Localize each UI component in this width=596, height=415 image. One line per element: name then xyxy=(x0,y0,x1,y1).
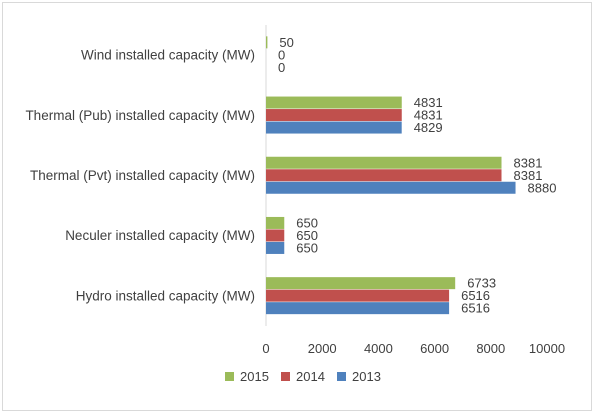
data-label: 4829 xyxy=(414,120,443,135)
legend-label: 2015 xyxy=(240,369,269,384)
x-tick-label: 2000 xyxy=(308,341,337,356)
data-label: 4831 xyxy=(414,108,443,123)
category-labels: Wind installed capacity (MW) Thermal (Pub… xyxy=(25,48,255,304)
bar-2014 xyxy=(266,169,502,182)
category-label: Neculer installed capacity (MW) xyxy=(65,228,255,243)
data-labels: 5000483148314829838183818880650650650673… xyxy=(278,35,556,316)
x-tick-labels: 0 2000 4000 6000 8000 10000 xyxy=(262,341,565,356)
bar-2015 xyxy=(266,96,402,109)
bars xyxy=(266,36,516,315)
category-label: Wind installed capacity (MW) xyxy=(81,48,255,63)
data-label: 0 xyxy=(278,47,285,62)
data-label: 6733 xyxy=(467,276,496,291)
x-tick-label: 8000 xyxy=(476,341,505,356)
bar-2013 xyxy=(266,181,516,194)
legend-swatch-2015 xyxy=(225,372,234,381)
data-label: 650 xyxy=(296,228,318,243)
data-label: 650 xyxy=(296,240,318,255)
data-label: 6516 xyxy=(461,301,490,316)
data-label: 650 xyxy=(296,215,318,230)
bar-chart: Wind installed capacity (MW) Thermal (Pub… xyxy=(25,25,565,384)
bar-2013 xyxy=(266,302,450,315)
legend-swatch-2013 xyxy=(337,372,346,381)
legend: 2015 2014 2013 xyxy=(225,369,381,384)
data-label: 4831 xyxy=(414,95,443,110)
x-tick-label: 0 xyxy=(262,341,269,356)
legend-label: 2013 xyxy=(352,369,381,384)
bar-2015 xyxy=(266,156,502,169)
data-label: 8381 xyxy=(514,155,543,170)
data-label: 8880 xyxy=(528,180,557,195)
bar-2014 xyxy=(266,229,285,242)
x-tick-label: 10000 xyxy=(529,341,565,356)
x-tick-label: 4000 xyxy=(364,341,393,356)
bar-2015 xyxy=(266,216,285,229)
data-label: 6516 xyxy=(461,288,490,303)
bar-2015 xyxy=(266,277,456,290)
legend-label: 2014 xyxy=(296,369,325,384)
category-label: Hydro installed capacity (MW) xyxy=(76,288,255,303)
data-label: 0 xyxy=(278,60,285,75)
bar-2013 xyxy=(266,241,285,254)
bar-2014 xyxy=(266,109,402,122)
bar-2013 xyxy=(266,121,402,134)
bar-2015 xyxy=(266,36,268,49)
x-tick-label: 6000 xyxy=(420,341,449,356)
data-label: 50 xyxy=(279,35,293,50)
bar-2014 xyxy=(266,289,450,302)
category-label: Thermal (Pub) installed capacity (MW) xyxy=(25,108,255,123)
chart-frame: Wind installed capacity (MW) Thermal (Pub… xyxy=(2,2,592,411)
legend-swatch-2014 xyxy=(281,372,290,381)
category-label: Thermal (Pvt) installed capacity (MW) xyxy=(30,168,255,183)
data-label: 8381 xyxy=(514,168,543,183)
